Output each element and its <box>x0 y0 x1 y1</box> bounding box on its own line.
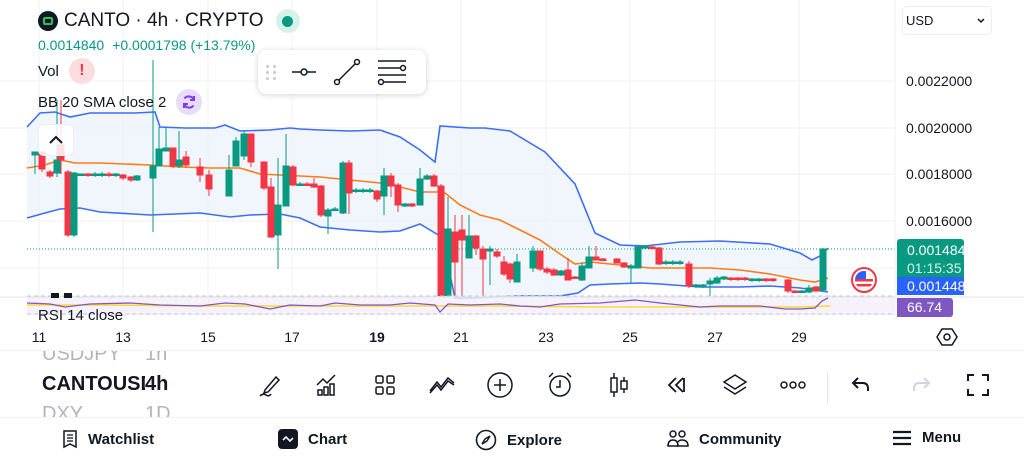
watchlist-icon <box>63 430 77 449</box>
draw-button[interactable] <box>256 371 284 399</box>
chart-icon <box>278 429 298 449</box>
symbol-title[interactable]: CANTO · 4h · CRYPTO <box>38 9 300 33</box>
x-axis-label: 15 <box>200 329 216 345</box>
x-axis-label: 21 <box>453 329 469 345</box>
bb-basis-tag: 0.0014488 <box>897 277 973 295</box>
collapse-legend-button[interactable] <box>38 124 74 156</box>
market-status-icon[interactable] <box>275 9 300 33</box>
wheel-item-current[interactable]: CANTOUSD 4h <box>42 373 169 395</box>
horizontal-line-tool-icon[interactable] <box>290 62 318 82</box>
x-axis-label: 23 <box>538 329 554 345</box>
community-icon <box>667 430 689 447</box>
chevron-down-icon <box>977 17 985 23</box>
chart-area[interactable]: CANTO · 4h · CRYPTO 0.0014840 +0.0001798… <box>0 0 1024 350</box>
pencil-icon <box>259 375 281 397</box>
indicator-vol-label: Vol <box>38 62 59 80</box>
canto-logo-icon <box>38 11 58 31</box>
bar-countdown: 01:15:35 <box>907 260 962 276</box>
compass-icon <box>475 429 497 451</box>
chevron-up-icon <box>49 135 63 144</box>
undo-button[interactable] <box>847 371 875 399</box>
more-button[interactable] <box>779 371 807 399</box>
indicators-icon <box>316 374 336 396</box>
chart-type-button[interactable] <box>605 371 633 399</box>
symbol-toolbar: USDJPY 1h CANTOUSD 4h DXY 1D <box>0 350 1024 418</box>
undo-icon <box>851 377 869 391</box>
y-axis-label: 0.0016000 <box>906 213 973 229</box>
nav-menu[interactable]: Menu <box>892 429 961 446</box>
price-change-row: 0.0014840 +0.0001798 (+13.79%) <box>38 37 300 53</box>
alert-button[interactable] <box>546 371 574 399</box>
us-economic-event-icon[interactable] <box>851 267 877 293</box>
layouts-button[interactable] <box>371 371 399 399</box>
symbol-wheel[interactable]: USDJPY 1h CANTOUSD 4h DXY 1D <box>42 351 182 417</box>
drag-handle-icon[interactable] <box>266 64 276 80</box>
x-axis-label: 17 <box>284 329 300 345</box>
redo-button[interactable] <box>907 371 935 399</box>
grid-icon <box>375 375 395 395</box>
drawing-toolbar[interactable] <box>258 50 426 94</box>
price-change-pct: (+13.79%) <box>190 37 256 53</box>
add-button[interactable] <box>486 371 514 399</box>
settings-hexagon-icon <box>936 328 958 346</box>
currency-select[interactable]: USD <box>902 6 992 35</box>
rsi-value-tag: 66.74 <box>897 298 953 317</box>
last-price-tag: 0.0014840 01:15:35 <box>897 239 974 278</box>
layers-icon <box>722 374 748 395</box>
bottom-navigation: Watchlist Chart Explore Community Menu <box>0 418 1024 461</box>
error-icon[interactable]: ! <box>68 58 95 84</box>
candles-icon <box>610 373 628 397</box>
menu-icon <box>893 430 911 445</box>
nav-chart[interactable]: Chart <box>278 429 347 449</box>
trend-line-tool-icon[interactable] <box>332 57 362 87</box>
plus-circle-icon <box>487 372 513 398</box>
compare-icon <box>429 376 455 394</box>
toolbar-divider <box>827 373 828 403</box>
wheel-item-next[interactable]: DXY 1D <box>42 403 171 417</box>
alarm-clock-icon <box>548 372 572 397</box>
y-axis-label: 0.0020000 <box>906 120 973 136</box>
y-axis-label: 0.0018000 <box>906 166 973 182</box>
replay-button[interactable] <box>663 371 691 399</box>
chart-legend: CANTO · 4h · CRYPTO 0.0014840 +0.0001798… <box>38 9 300 116</box>
x-axis-label: 27 <box>707 329 723 345</box>
fullscreen-button[interactable] <box>964 371 992 399</box>
last-price-tag-value: 0.0014840 <box>907 242 974 258</box>
symbol-title-text: CANTO · 4h · CRYPTO <box>64 10 264 31</box>
compare-button[interactable] <box>428 371 456 399</box>
indicator-bb[interactable]: BB 20 SMA close 2 <box>38 88 300 116</box>
objects-button[interactable] <box>721 371 749 399</box>
wheel-item-prev[interactable]: USDJPY 1h <box>42 351 168 365</box>
indicator-vol[interactable]: Vol ! <box>38 57 300 85</box>
fib-retracement-tool-icon[interactable] <box>376 58 408 86</box>
rsi-indicator-label[interactable]: RSI 14 close <box>38 307 124 322</box>
loading-icon <box>176 89 203 115</box>
nav-explore[interactable]: Explore <box>475 429 562 451</box>
rewind-icon <box>667 377 685 393</box>
indicators-button[interactable] <box>313 371 341 399</box>
nav-community[interactable]: Community <box>667 429 782 449</box>
more-dots-icon <box>780 381 806 389</box>
price-chart[interactable] <box>0 0 1024 350</box>
x-axis-label: 29 <box>791 329 807 345</box>
nav-watchlist[interactable]: Watchlist <box>62 429 154 449</box>
fullscreen-icon <box>967 374 989 396</box>
indicator-bb-label: BB 20 SMA close 2 <box>38 93 167 111</box>
x-axis-label: 13 <box>115 329 131 345</box>
x-axis-label: 19 <box>369 329 385 345</box>
y-axis-label: 0.0022000 <box>906 73 973 89</box>
x-axis-label: 11 <box>31 329 47 345</box>
redo-icon <box>913 377 931 391</box>
x-axis-label: 25 <box>622 329 638 345</box>
chart-settings-button[interactable] <box>936 326 958 348</box>
currency-value: USD <box>906 13 934 28</box>
price-change: +0.0001798 <box>112 37 187 53</box>
last-price: 0.0014840 <box>38 37 105 53</box>
